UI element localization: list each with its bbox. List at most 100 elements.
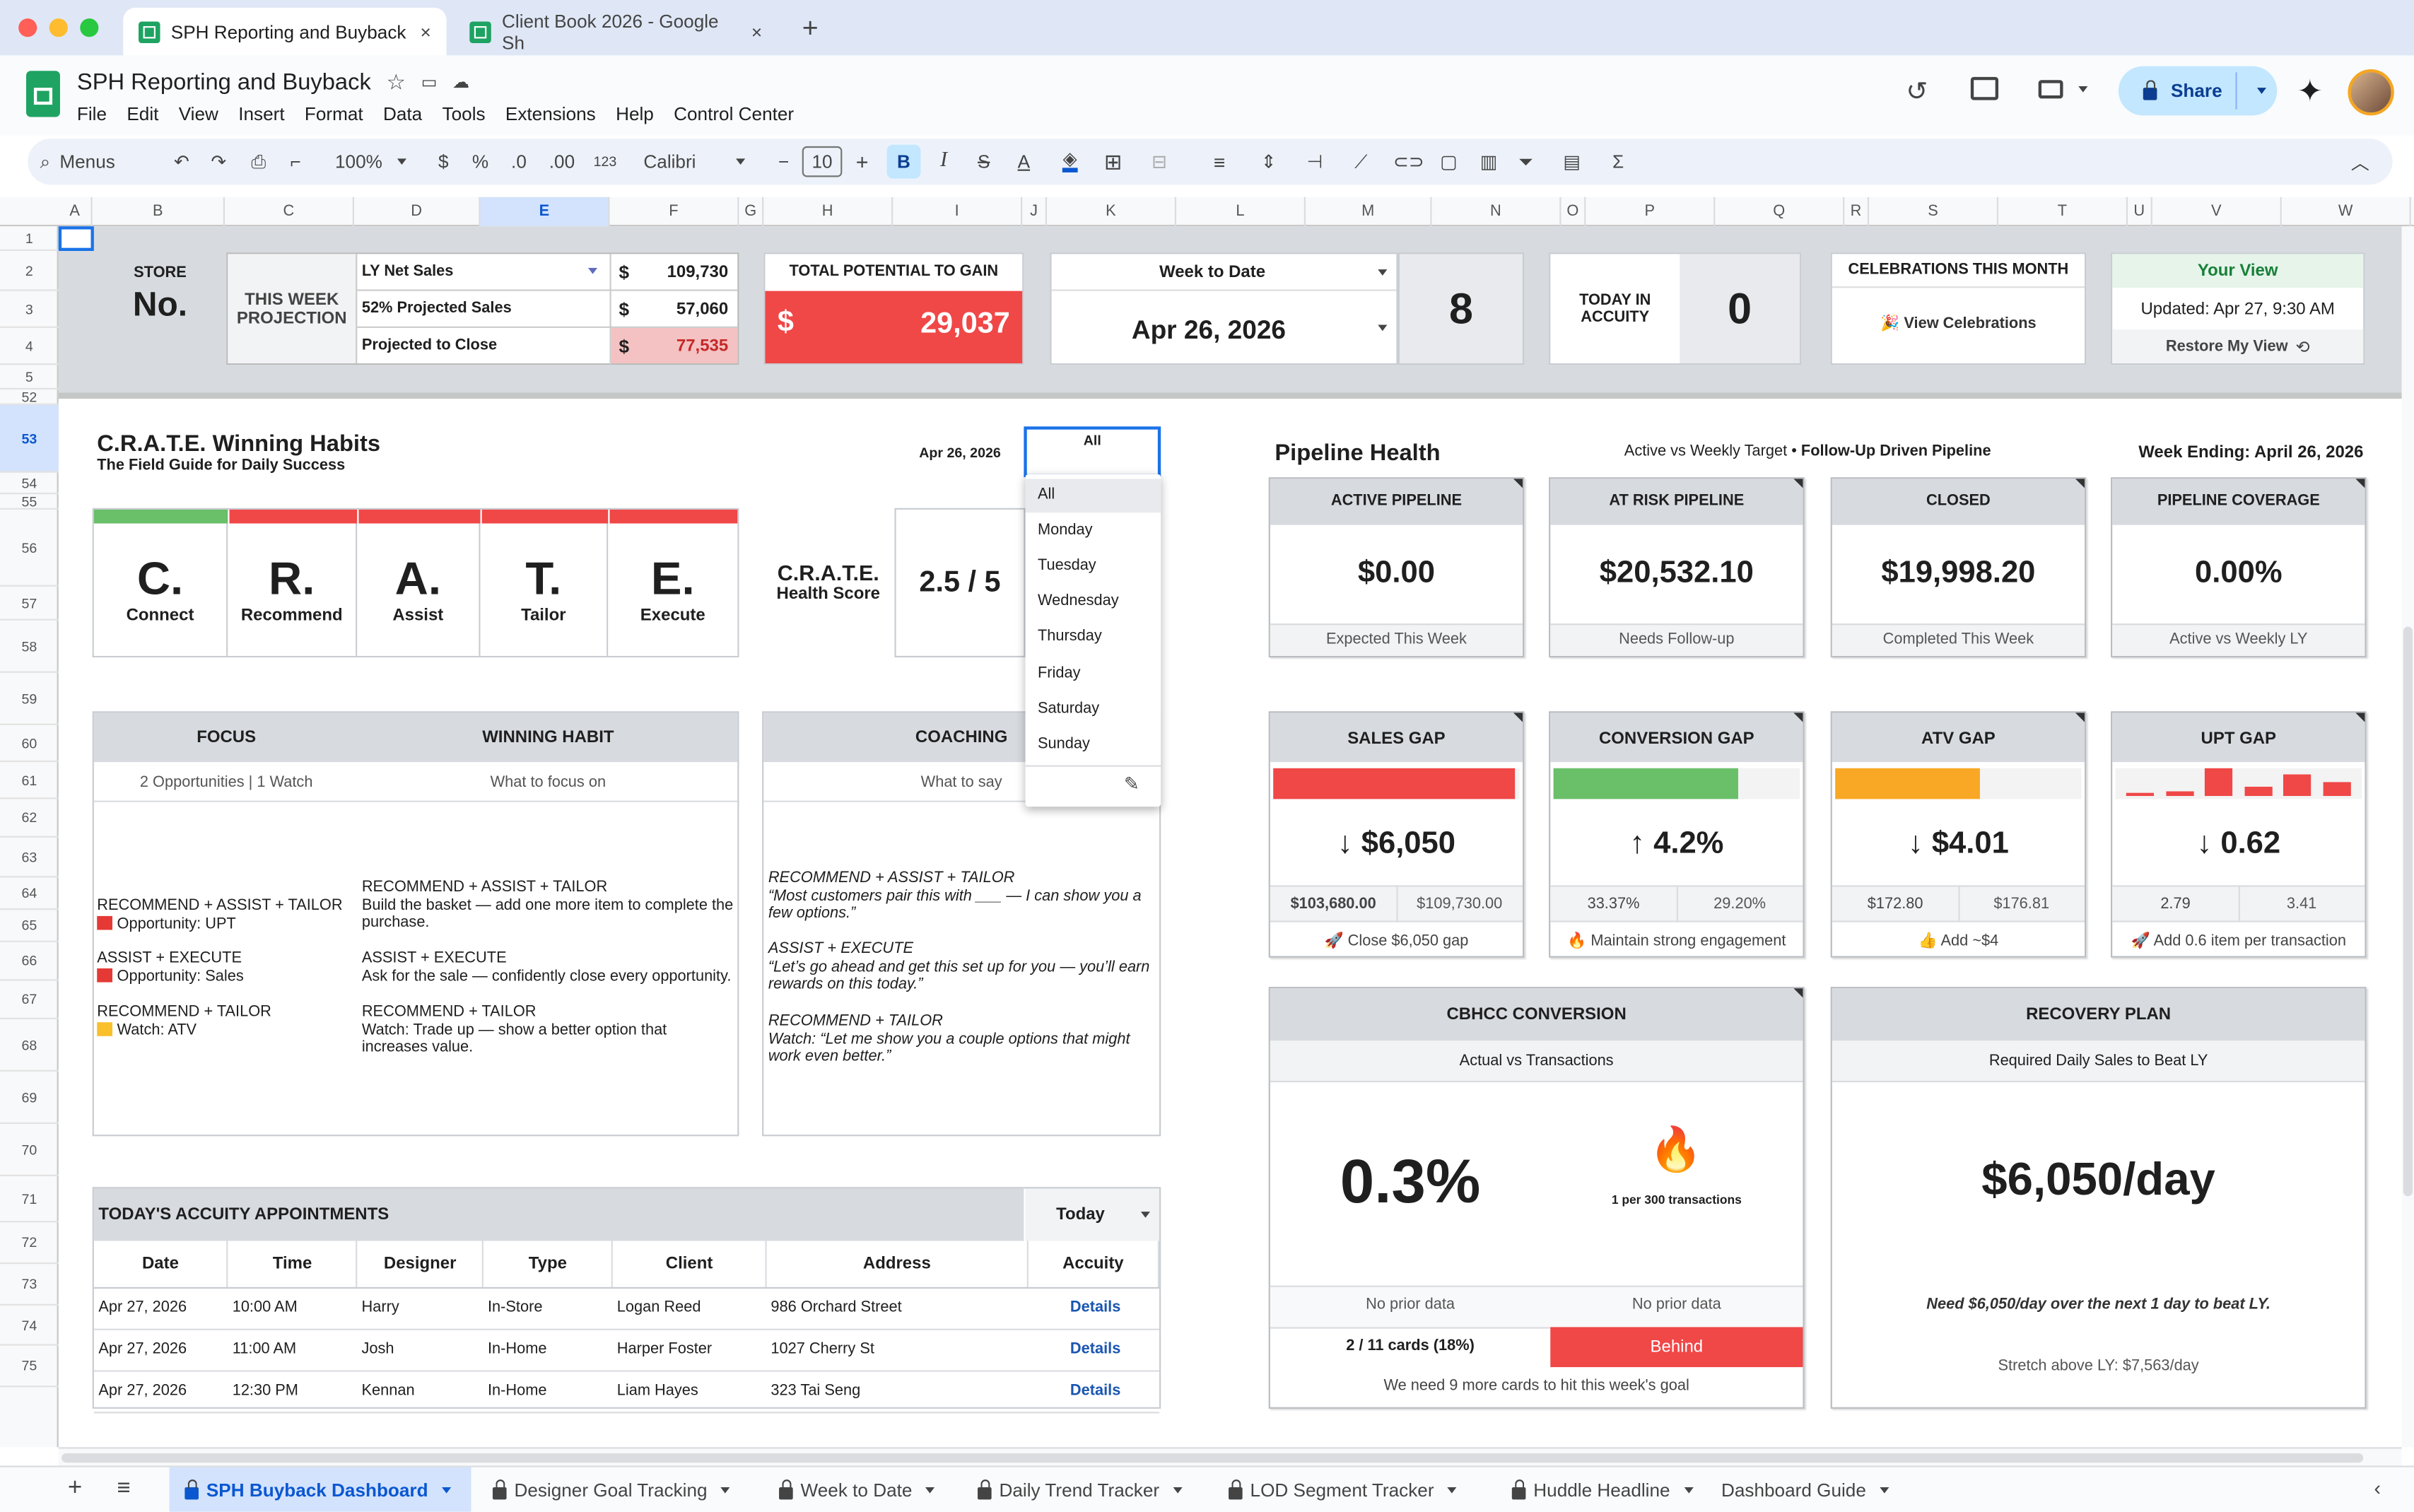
column-header[interactable]: L	[1176, 197, 1306, 227]
dropdown-option-friday[interactable]: Friday	[1037, 664, 1081, 682]
row-header[interactable]: 62	[0, 799, 59, 838]
row-header[interactable]: 58	[0, 621, 59, 673]
row-header[interactable]: 56	[0, 510, 59, 587]
horizontal-scrollbar[interactable]	[58, 1447, 2402, 1466]
row-header[interactable]: 1	[0, 226, 59, 252]
functions-button[interactable]: Σ	[1612, 151, 1624, 172]
column-header[interactable]: M	[1306, 197, 1432, 227]
vertical-align-icon[interactable]: ⇕	[1260, 151, 1277, 172]
browser-tab-active[interactable]: SPH Reporting and Buyback ×	[123, 7, 447, 56]
menu-view[interactable]: View	[178, 102, 218, 125]
column-header[interactable]: F	[609, 197, 739, 227]
merge-cells-icon[interactable]: ⊟	[1152, 151, 1167, 172]
borders-icon[interactable]: ⊞	[1103, 148, 1123, 174]
column-header[interactable]: H	[763, 197, 893, 227]
row-header[interactable]: 3	[0, 291, 59, 328]
text-rotation-icon[interactable]: ⟋	[1354, 150, 1368, 172]
fill-color-icon[interactable]: ◈	[1056, 139, 1084, 184]
column-header[interactable]: N	[1432, 197, 1562, 227]
column-header[interactable]: X	[2411, 197, 2414, 226]
date-select[interactable]: Apr 26, 2026	[1052, 293, 1397, 363]
comment-icon[interactable]: ▢	[1440, 151, 1458, 172]
add-sheet-icon[interactable]: +	[67, 1475, 83, 1501]
chart-icon[interactable]: ▥	[1480, 151, 1498, 172]
row-header[interactable]: 67	[0, 980, 59, 1019]
link-icon[interactable]: ⊂⊃	[1393, 151, 1424, 172]
filter-views-icon[interactable]: ▤	[1563, 151, 1581, 172]
row-header[interactable]: 72	[0, 1222, 59, 1265]
column-header[interactable]: G	[739, 197, 764, 227]
column-header[interactable]: E	[480, 197, 610, 227]
column-header[interactable]: V	[2152, 197, 2282, 227]
row-header[interactable]: 53	[0, 404, 59, 473]
number-format-button[interactable]: 123	[593, 153, 617, 170]
sheet-tab[interactable]: Dashboard Guide	[1706, 1467, 1903, 1512]
dropdown-option-monday[interactable]: Monday	[1037, 522, 1093, 539]
column-header[interactable]: W	[2282, 197, 2411, 227]
text-wrap-icon[interactable]: ⊣	[1306, 151, 1323, 172]
close-tab-icon[interactable]: ×	[420, 20, 431, 42]
decrease-decimal-button[interactable]: .0	[511, 151, 527, 172]
menu-data[interactable]: Data	[383, 102, 423, 125]
all-sheets-icon[interactable]: ≡	[117, 1475, 131, 1501]
sheet-tabs-scroll-icon[interactable]: ‹	[2374, 1476, 2381, 1500]
row-header[interactable]: 73	[0, 1264, 59, 1306]
appointments-filter-select[interactable]: Today	[1025, 1188, 1160, 1241]
align-icon[interactable]: ≡	[1213, 150, 1226, 174]
row-header[interactable]: 63	[0, 838, 59, 878]
row-header[interactable]: 70	[0, 1124, 59, 1176]
column-header[interactable]: Q	[1715, 197, 1845, 227]
horizontal-scroll-thumb[interactable]	[61, 1453, 2364, 1463]
bold-button[interactable]: B	[886, 144, 921, 179]
row-header[interactable]: 69	[0, 1072, 59, 1124]
row-header[interactable]: 66	[0, 942, 59, 981]
sheet-tab[interactable]: Week to Date	[763, 1467, 951, 1512]
column-header[interactable]: B	[93, 197, 225, 227]
menu-help[interactable]: Help	[616, 102, 654, 125]
period-select[interactable]: Week to Date	[1051, 254, 1397, 291]
row-header[interactable]: 65	[0, 910, 59, 942]
text-color-button[interactable]: A	[1017, 151, 1031, 172]
column-header[interactable]: S	[1869, 197, 1999, 227]
row-header[interactable]: 5	[0, 365, 59, 390]
menu-tools[interactable]: Tools	[442, 102, 486, 125]
chevron-down-icon[interactable]	[587, 267, 598, 274]
print-icon[interactable]: ⎙	[251, 150, 266, 172]
star-icon[interactable]: ☆	[386, 69, 406, 94]
sheet-tab[interactable]: Daily Trend Tracker	[962, 1467, 1204, 1512]
selected-cell-a1[interactable]	[58, 226, 94, 252]
column-header[interactable]: R	[1844, 197, 1870, 227]
dropdown-option-sunday[interactable]: Sunday	[1037, 736, 1090, 754]
menu-extensions[interactable]: Extensions	[505, 102, 596, 125]
row-header[interactable]: 74	[0, 1306, 59, 1346]
new-tab-icon[interactable]: +	[802, 12, 819, 43]
menu-edit[interactable]: Edit	[127, 102, 159, 125]
paint-format-icon[interactable]: ⌐	[290, 151, 301, 172]
version-history-icon[interactable]: ↺	[1906, 76, 1928, 107]
column-header[interactable]: T	[1998, 197, 2128, 227]
sheet-tab[interactable]: Designer Goal Tracking	[477, 1467, 754, 1512]
italic-button[interactable]: I	[940, 149, 948, 172]
sheet-tab[interactable]: SPH Buyback Dashboard	[169, 1467, 471, 1512]
details-link[interactable]: Details	[1027, 1370, 1159, 1413]
gemini-icon[interactable]: ✦	[2297, 75, 2324, 110]
filter-icon[interactable]: ⏷	[1518, 150, 1533, 172]
font-select[interactable]: Calibri	[643, 139, 751, 184]
dropdown-option-all[interactable]: All	[1037, 486, 1055, 504]
sheet-tab[interactable]: LOD Segment Tracker	[1213, 1467, 1487, 1512]
row-header[interactable]: 52	[0, 389, 59, 405]
day-filter-cell[interactable]: All	[1024, 426, 1161, 478]
minimize-window-button[interactable]	[49, 18, 68, 37]
comments-icon[interactable]	[1970, 76, 1999, 100]
maximize-window-button[interactable]	[80, 18, 99, 37]
row-header[interactable]: 61	[0, 762, 59, 799]
decrease-font-size-button[interactable]: −	[778, 151, 790, 172]
collapse-toolbar-icon[interactable]: ︿	[2350, 151, 2369, 174]
move-folder-icon[interactable]: ▭	[421, 74, 438, 93]
freeze-divider[interactable]	[58, 392, 2402, 399]
row-header[interactable]: 55	[0, 493, 59, 510]
vertical-scrollbar[interactable]	[2401, 226, 2414, 1448]
dropdown-option-wednesday[interactable]: Wednesday	[1037, 592, 1119, 610]
row-header[interactable]: 54	[0, 473, 59, 495]
restore-view-button[interactable]: Restore My View ⟲	[2112, 329, 2364, 364]
